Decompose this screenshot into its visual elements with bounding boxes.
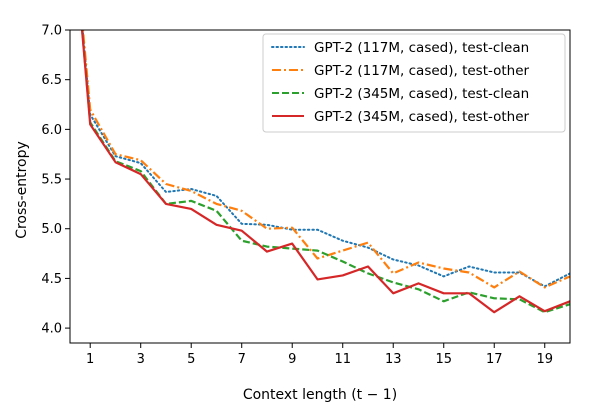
series-line-gpt-2-117m-cased-test-other <box>81 30 570 289</box>
x-axis-title: Context length (t − 1) <box>243 387 397 403</box>
axes-layer: 1 3 5 7 9 11 13 15 17 194.04.55.05.56.06.57.0 <box>41 24 553 368</box>
y-tick-label: 5.5 <box>41 173 62 188</box>
y-tick-label: 6.0 <box>41 123 62 138</box>
series-line-gpt-2-345m-cased-test-clean <box>81 30 570 314</box>
x-tick-label: 17 <box>486 352 503 367</box>
y-tick-label: 7.0 <box>41 24 62 39</box>
y-tick-label: 4.0 <box>41 322 62 337</box>
x-tick-label: 7 <box>238 352 246 367</box>
legend: GPT-2 (117M, cased), test-clean GPT-2 (11… <box>262 33 566 133</box>
x-tick-label: 5 <box>187 352 195 367</box>
x-tick-label: 13 <box>385 352 402 367</box>
series-line-gpt-2-117m-cased-test-clean <box>81 30 570 288</box>
series-line-gpt-2-345m-cased-test-other <box>80 30 570 314</box>
x-tick-label: 3 <box>137 352 145 367</box>
legend-box <box>262 33 566 133</box>
x-tick-label: 11 <box>334 352 351 367</box>
y-tick-label: 6.5 <box>41 73 62 88</box>
x-tick-label: 15 <box>435 352 452 367</box>
plot-area-frame <box>69 29 571 344</box>
x-tick-label: 1 <box>86 352 94 367</box>
x-tick-label: 9 <box>288 352 296 367</box>
legend-label-gpt-2-117m-cased-test-clean: GPT-2 (117M, cased), test-clean <box>314 40 529 56</box>
legend-label-gpt-2-345m-cased-test-other: GPT-2 (345M, cased), test-other <box>314 109 530 125</box>
legend-label-gpt-2-117m-cased-test-other: GPT-2 (117M, cased), test-other <box>314 63 530 79</box>
series-layer <box>80 30 570 314</box>
y-tick-label: 4.5 <box>41 272 62 287</box>
y-tick-label: 5.0 <box>41 222 62 237</box>
y-axis-title: Cross-entropy <box>14 141 30 239</box>
x-tick-label: 19 <box>536 352 553 367</box>
legend-label-gpt-2-345m-cased-test-clean: GPT-2 (345M, cased), test-clean <box>314 86 529 102</box>
